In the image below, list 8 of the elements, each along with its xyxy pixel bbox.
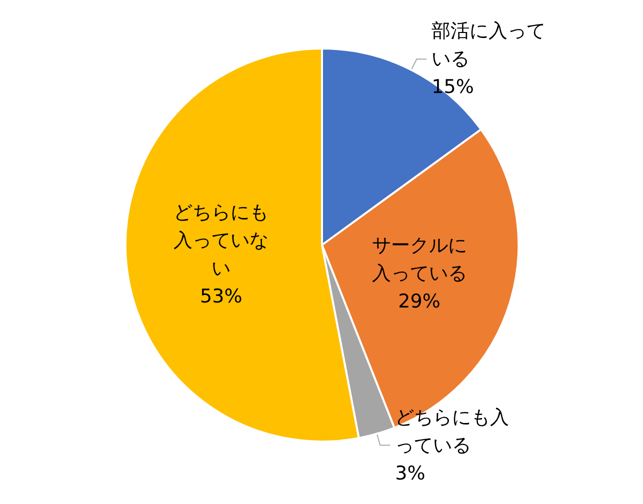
data-label: 29% bbox=[398, 290, 440, 312]
slice-label: 部活に入っている bbox=[432, 20, 546, 70]
slice-label: どちらにも入っていない bbox=[174, 202, 269, 280]
data-label: 53% bbox=[200, 286, 242, 308]
slice-label: サークルに入っている bbox=[372, 234, 467, 284]
slice-label: どちらにも入っている bbox=[395, 406, 510, 456]
data-label: 15% bbox=[432, 76, 474, 98]
data-label: 3% bbox=[395, 462, 426, 484]
